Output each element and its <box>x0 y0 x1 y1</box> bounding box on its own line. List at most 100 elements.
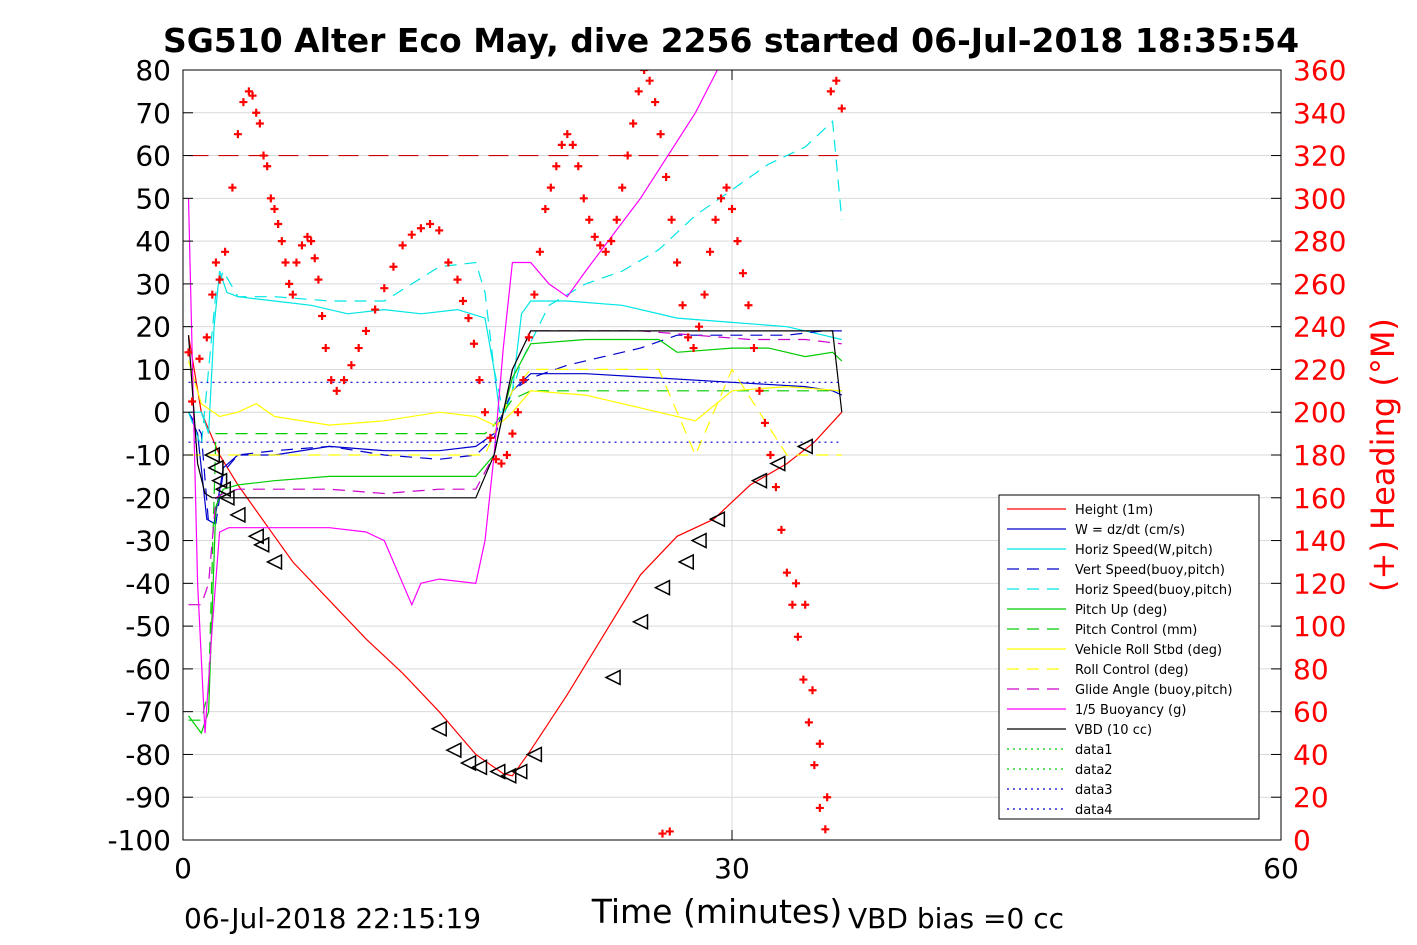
heading-point <box>601 247 610 256</box>
heading-point <box>435 226 444 235</box>
heading-point <box>535 247 544 256</box>
height-marker <box>769 455 786 472</box>
series-line-10 <box>187 70 718 734</box>
heading-point <box>766 451 775 459</box>
y2-tick-label: 0 <box>1293 824 1311 857</box>
heading-point <box>398 241 407 250</box>
heading-point <box>823 793 832 802</box>
y2-axis-ticks: 0 20 40 60 80 100 120 140 160 180 200 220 240 260 280 3… <box>1271 54 1346 857</box>
heading-point <box>808 686 817 695</box>
heading-point <box>208 290 217 299</box>
height-marker <box>525 746 543 763</box>
heading-point <box>733 237 742 246</box>
height-marker <box>750 472 768 489</box>
legend-label-3: Vert Speed(buoy,pitch) <box>1075 563 1225 578</box>
heading-point <box>744 301 753 310</box>
y2-tick-label: 40 <box>1293 738 1329 771</box>
heading-point <box>491 455 500 464</box>
heading-point <box>221 247 230 256</box>
y-tick-label: -20 <box>125 482 171 515</box>
heading-point <box>480 408 489 417</box>
heading-point <box>530 290 539 299</box>
heading-point <box>318 311 327 320</box>
heading-point <box>524 333 533 342</box>
heading-point <box>801 600 810 609</box>
heading-point <box>340 376 349 385</box>
series-line-2 <box>188 270 842 434</box>
heading-point <box>590 232 599 241</box>
heading-point <box>211 258 220 267</box>
heading-point <box>332 386 341 395</box>
heading-point <box>689 344 698 353</box>
heading-point <box>362 326 370 335</box>
heading-point <box>651 98 660 107</box>
height-marker <box>604 669 621 686</box>
chart-title: SG510 Alter Eco May, dive 2256 started 0… <box>163 21 1299 60</box>
heading-point <box>658 829 667 838</box>
heading-point <box>288 290 297 299</box>
heading-point <box>815 803 824 812</box>
heading-point <box>266 194 275 203</box>
heading-point <box>281 258 290 267</box>
heading-point <box>259 151 268 160</box>
y2-tick-label: 160 <box>1293 482 1346 515</box>
y2-tick-label: 200 <box>1293 396 1346 429</box>
height-marker <box>203 446 221 464</box>
legend-label-11: VBD (10 cc) <box>1075 723 1152 738</box>
heading-point <box>563 130 572 139</box>
heading-point <box>292 258 301 267</box>
heading-point <box>574 162 583 171</box>
heading-point <box>673 258 682 267</box>
y2-tick-label: 320 <box>1293 140 1346 173</box>
heading-point <box>607 237 616 246</box>
heading-point <box>184 348 193 357</box>
y-tick-label: -90 <box>125 781 171 814</box>
series-line-9 <box>188 330 842 606</box>
y2-axis-label: (+) Heading (°M) <box>1364 318 1402 592</box>
heading-point <box>541 205 550 214</box>
x-tick-label: 0 <box>174 852 192 885</box>
heading-point <box>665 827 674 836</box>
heading-point <box>486 433 495 442</box>
height-marker <box>253 536 270 554</box>
heading-point <box>612 215 621 224</box>
legend-label-2: Horiz Speed(W,pitch) <box>1075 543 1213 558</box>
heading-point <box>475 376 484 385</box>
heading-point <box>228 183 237 192</box>
y-tick-label: 20 <box>135 311 171 344</box>
y-tick-label: -80 <box>125 738 171 771</box>
legend-label-10: 1/5 Buoyancy (g) <box>1075 703 1186 718</box>
heading-point <box>458 297 467 305</box>
heading-point <box>195 354 204 363</box>
heading-point <box>722 183 731 192</box>
heading-point <box>826 87 835 96</box>
heading-point <box>285 279 294 288</box>
heading-points <box>184 70 846 838</box>
heading-point <box>815 739 824 748</box>
legend-label-6: Pitch Control (mm) <box>1075 623 1197 638</box>
y2-tick-label: 60 <box>1293 696 1329 729</box>
legend-label-13: data2 <box>1075 763 1113 778</box>
heading-point <box>239 98 248 107</box>
heading-point <box>354 344 363 353</box>
y-tick-label: -70 <box>125 696 171 729</box>
heading-point <box>706 247 715 256</box>
y-tick-label: -100 <box>107 824 171 857</box>
legend-label-9: Glide Angle (buoy,pitch) <box>1075 683 1233 698</box>
x-axis-label: Time (minutes) <box>591 892 843 931</box>
legend-label-8: Roll Control (deg) <box>1075 663 1189 678</box>
height-marker <box>708 510 726 528</box>
height-markers <box>203 438 813 785</box>
heading-point <box>215 275 224 284</box>
heading-point <box>263 162 272 171</box>
heading-point <box>618 183 627 192</box>
heading-point <box>700 290 709 299</box>
y-tick-label: 30 <box>135 268 171 301</box>
heading-point <box>347 361 356 370</box>
heading-point <box>416 224 425 233</box>
y2-tick-label: 80 <box>1293 653 1329 686</box>
y2-tick-label: 340 <box>1293 97 1346 130</box>
heading-point <box>810 761 819 770</box>
heading-point <box>513 408 522 417</box>
series-line-6 <box>188 390 842 721</box>
